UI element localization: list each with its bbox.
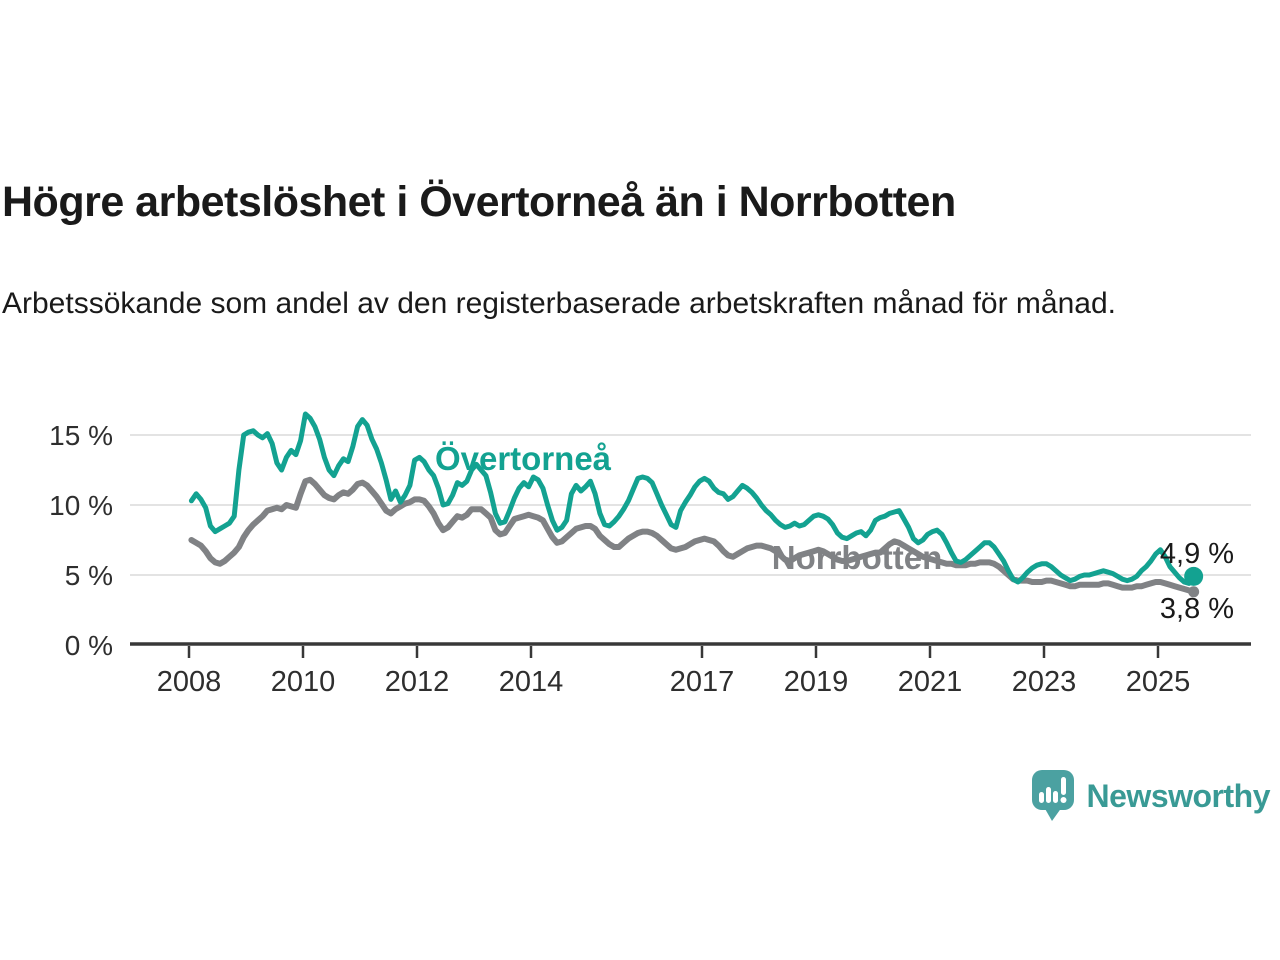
newsworthy-logo: Newsworthy [1031, 768, 1271, 824]
newsworthy-logo-icon [1031, 770, 1074, 821]
series-label-norrbotten: Norrbotten [772, 539, 942, 576]
overtornea-end-dot [1184, 566, 1204, 586]
y-axis-label-0: 0 % [65, 630, 113, 661]
x-axis-label-2021: 2021 [898, 666, 963, 698]
overtornea-line [188, 411, 1197, 586]
norrbotten-end-dot [1188, 586, 1200, 598]
newsworthy-logo-text: Newsworthy [1086, 777, 1271, 814]
y-axis-label-15: 15 % [49, 420, 113, 451]
x-axis-label-2010: 2010 [271, 666, 336, 698]
annotation-layer: Övertorneå Norrbotten 4,9 % 3,8 % [435, 440, 1234, 625]
x-axis-label-2023: 2023 [1012, 666, 1077, 698]
page-title: Högre arbetslöshet i Övertorneå än i Nor… [2, 177, 956, 226]
end-label-norrbotten: 3,8 % [1160, 593, 1234, 625]
y-axis-label-5: 5 % [65, 560, 113, 591]
axis-layer: 0 % 5 % 10 % 15 % 2008 2010 2012 2014 2017 2019 20… [49, 420, 1251, 698]
x-axis-label-2017: 2017 [670, 666, 735, 698]
y-axis-label-10: 10 % [49, 490, 113, 521]
series-label-overtornea: Övertorneå [435, 440, 612, 477]
end-label-overtornea: 4,9 % [1160, 538, 1234, 570]
x-axis-label-2025: 2025 [1126, 666, 1191, 698]
x-axis-label-2014: 2014 [499, 666, 564, 698]
page-subtitle: Arbetssökande som andel av den registerb… [2, 287, 1116, 320]
norrbotten-line [188, 476, 1197, 595]
x-axis-label-2012: 2012 [385, 666, 450, 698]
series-layer [188, 411, 1204, 598]
x-axis-label-2019: 2019 [784, 666, 849, 698]
x-axis-label-2008: 2008 [157, 666, 222, 698]
